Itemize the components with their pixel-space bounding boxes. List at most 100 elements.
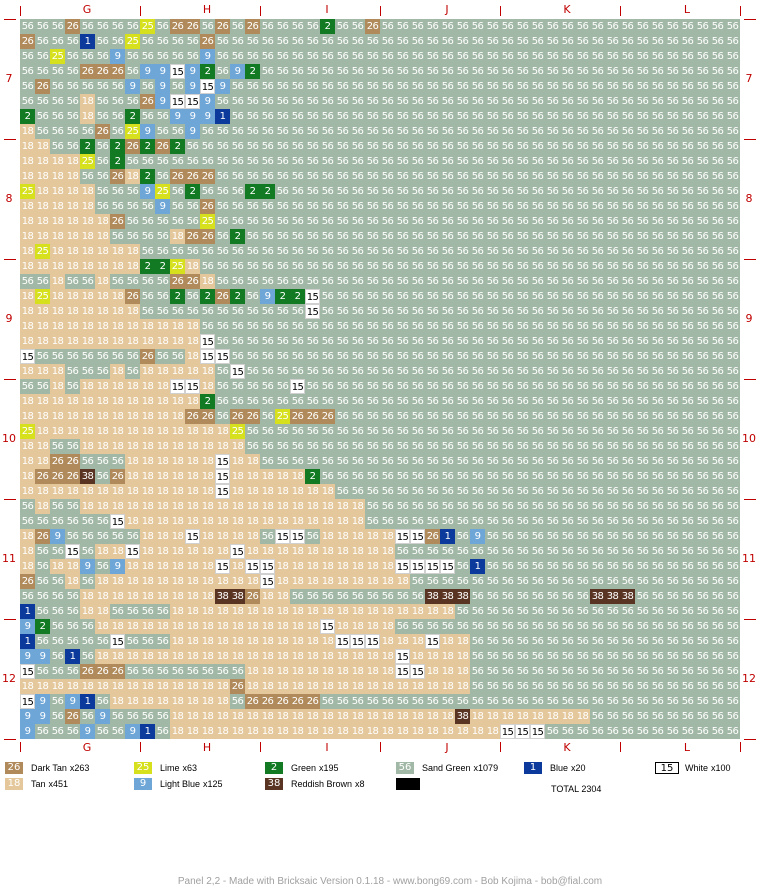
brick-cell: 56: [485, 154, 500, 169]
brick-cell: 56: [650, 454, 665, 469]
brick-cell: 56: [485, 439, 500, 454]
brick-cell: 56: [95, 694, 110, 709]
brick-cell: 18: [275, 679, 290, 694]
brick-cell: 56: [485, 529, 500, 544]
brick-cell: 56: [680, 259, 695, 274]
brick-cell: 56: [335, 694, 350, 709]
brick-cell: 56: [335, 199, 350, 214]
brick-cell: 56: [410, 574, 425, 589]
brick-cell: 26: [35, 529, 50, 544]
brick-cell: 56: [350, 139, 365, 154]
brick-cell: 56: [170, 214, 185, 229]
legend-color-count: x20: [571, 763, 586, 773]
brick-cell: 18: [440, 604, 455, 619]
brick-cell: 56: [560, 469, 575, 484]
brick-cell: 18: [170, 709, 185, 724]
brick-cell: 26: [140, 94, 155, 109]
brick-cell: 18: [170, 559, 185, 574]
brick-cell: 56: [530, 289, 545, 304]
brick-cell: 56: [635, 349, 650, 364]
brick-cell: 56: [65, 514, 80, 529]
brick-cell: 18: [155, 409, 170, 424]
brick-cell: 56: [440, 544, 455, 559]
brick-cell: 18: [185, 709, 200, 724]
brick-cell: 56: [350, 154, 365, 169]
brick-cell: 18: [35, 679, 50, 694]
brick-cell: 56: [620, 559, 635, 574]
brick-cell: 56: [455, 484, 470, 499]
brick-cell: 18: [65, 229, 80, 244]
brick-cell: 56: [185, 139, 200, 154]
brick-cell: 56: [335, 79, 350, 94]
brick-cell: 56: [710, 274, 725, 289]
brick-cell: 56: [455, 289, 470, 304]
brick-cell: 18: [215, 499, 230, 514]
brick-cell: 56: [320, 334, 335, 349]
brick-cell: 56: [470, 94, 485, 109]
brick-cell: 56: [680, 724, 695, 739]
brick-cell: 56: [275, 19, 290, 34]
brick-cell: 18: [95, 544, 110, 559]
brick-cell: 18: [170, 454, 185, 469]
brick-cell: 56: [305, 259, 320, 274]
brick-cell: 56: [725, 409, 740, 424]
brick-cell: 56: [290, 319, 305, 334]
brick-cell: 18: [50, 409, 65, 424]
brick-cell: 18: [215, 709, 230, 724]
brick-cell: 56: [650, 424, 665, 439]
brick-cell: 56: [215, 259, 230, 274]
brick-cell: 56: [560, 214, 575, 229]
brick-cell: 56: [320, 64, 335, 79]
brick-cell: 56: [500, 64, 515, 79]
brick-cell: 56: [365, 124, 380, 139]
brick-cell: 56: [125, 634, 140, 649]
brick-cell: 56: [350, 364, 365, 379]
brick-cell: 56: [50, 694, 65, 709]
brick-cell: 56: [605, 454, 620, 469]
brick-cell: 56: [35, 94, 50, 109]
brick-cell: 26: [200, 34, 215, 49]
brick-cell: 56: [530, 484, 545, 499]
brick-cell: 18: [200, 649, 215, 664]
brick-cell: 56: [545, 214, 560, 229]
brick-cell: 56: [410, 124, 425, 139]
brick-cell: 18: [470, 724, 485, 739]
brick-cell: 56: [380, 19, 395, 34]
brick-cell: 9: [140, 64, 155, 79]
brick-cell: 56: [350, 229, 365, 244]
brick-cell: 56: [455, 79, 470, 94]
brick-cell: 56: [320, 34, 335, 49]
brick-cell: 15: [425, 559, 440, 574]
brick-cell: 15: [20, 664, 35, 679]
brick-cell: 18: [140, 379, 155, 394]
legend-color-name: Light Blue: [160, 779, 201, 789]
brick-cell: 56: [230, 319, 245, 334]
brick-cell: 18: [185, 439, 200, 454]
brick-cell: 18: [20, 169, 35, 184]
brick-cell: 56: [710, 379, 725, 394]
brick-cell: 56: [605, 64, 620, 79]
brick-cell: 56: [380, 304, 395, 319]
brick-cell: 56: [500, 679, 515, 694]
legend-swatch: 56: [396, 762, 414, 774]
brick-cell: 56: [50, 19, 65, 34]
brick-cell: 56: [350, 109, 365, 124]
brick-cell: 56: [575, 274, 590, 289]
brick-cell: 56: [605, 604, 620, 619]
brick-cell: 18: [290, 649, 305, 664]
brick-cell: 56: [635, 454, 650, 469]
brick-cell: 56: [575, 49, 590, 64]
brick-cell: 56: [695, 94, 710, 109]
brick-cell: 56: [635, 589, 650, 604]
brick-cell: 56: [530, 589, 545, 604]
brick-cell: 56: [710, 334, 725, 349]
brick-cell: 1: [215, 109, 230, 124]
brick-cell: 56: [470, 484, 485, 499]
brick-cell: 2: [305, 469, 320, 484]
brick-cell: 56: [485, 124, 500, 139]
legend-color-count: x263: [69, 763, 90, 773]
brick-cell: 56: [380, 199, 395, 214]
brick-cell: 56: [440, 424, 455, 439]
brick-cell: 56: [65, 619, 80, 634]
brick-cell: 56: [650, 529, 665, 544]
